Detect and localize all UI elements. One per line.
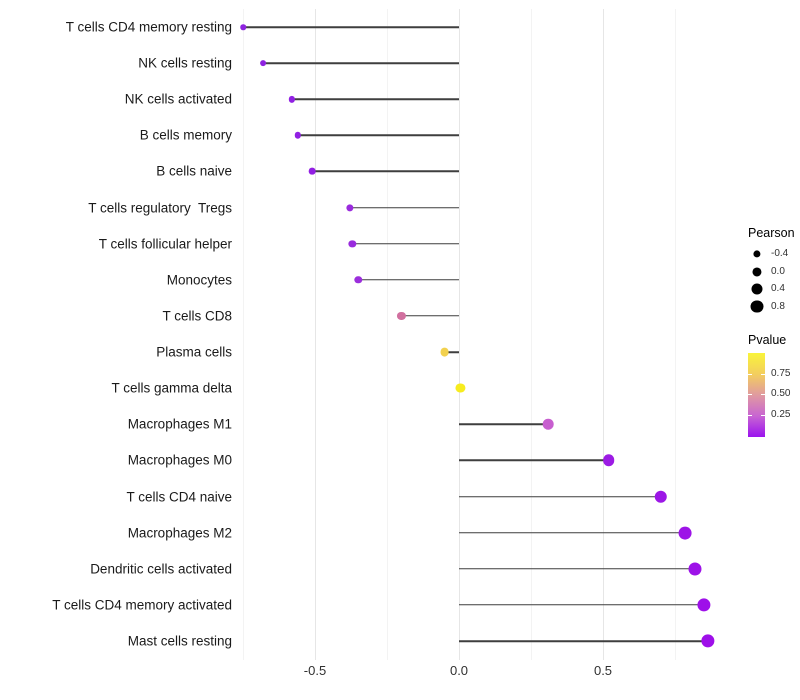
lollipop-stem bbox=[243, 26, 459, 28]
row-label: Macrophages M0 bbox=[127, 452, 232, 468]
data-point bbox=[294, 132, 301, 139]
data-point bbox=[348, 240, 357, 248]
lollipop-stem bbox=[263, 62, 459, 64]
row-label: T cells CD4 memory resting bbox=[65, 19, 232, 35]
size-legend-label: 0.4 bbox=[771, 283, 785, 294]
size-legend-label: 0.8 bbox=[771, 300, 785, 312]
colorbar-tick bbox=[761, 414, 765, 416]
row-label: T cells follicular helper bbox=[98, 235, 232, 251]
pvalue-colorbar bbox=[748, 353, 765, 437]
size-legend-label: -0.4 bbox=[771, 248, 789, 259]
data-point bbox=[542, 419, 554, 430]
colorbar-tick bbox=[748, 373, 752, 375]
lollipop-stem bbox=[352, 242, 459, 245]
row-label: Macrophages M2 bbox=[127, 524, 232, 540]
data-point bbox=[654, 490, 667, 503]
row-label: Macrophages M1 bbox=[127, 416, 232, 432]
data-point bbox=[455, 383, 465, 393]
data-point bbox=[354, 276, 362, 284]
gridline-major bbox=[602, 9, 604, 660]
row-label: T cells CD4 naive bbox=[126, 488, 232, 504]
data-point bbox=[260, 60, 267, 67]
data-point bbox=[678, 526, 692, 540]
data-point bbox=[440, 347, 450, 357]
x-tick-label: 0.5 bbox=[593, 663, 613, 678]
lollipop-stem bbox=[358, 279, 459, 281]
lollipop-stem bbox=[459, 604, 704, 606]
lollipop-stem bbox=[401, 315, 459, 317]
data-point bbox=[688, 562, 702, 576]
row-label: B cells memory bbox=[139, 127, 232, 143]
lollipop-stem bbox=[459, 423, 549, 426]
gridline-major bbox=[314, 9, 316, 660]
colorbar-tick bbox=[761, 394, 765, 395]
row-label: NK cells resting bbox=[138, 55, 232, 71]
lollipop-stem bbox=[459, 459, 609, 462]
row-label: T cells gamma delta bbox=[111, 380, 232, 396]
data-point bbox=[397, 311, 406, 321]
gridline-minor bbox=[530, 9, 532, 660]
gridline-minor bbox=[386, 9, 388, 660]
row-label: Dendritic cells activated bbox=[90, 561, 232, 577]
data-point bbox=[345, 203, 354, 212]
data-point bbox=[240, 24, 246, 30]
lollipop-stem bbox=[291, 98, 459, 100]
lollipop-stem bbox=[349, 206, 459, 209]
size-legend-dot bbox=[751, 283, 763, 295]
size-legend-dot bbox=[753, 250, 761, 258]
colorbar-tick bbox=[748, 414, 752, 416]
data-point bbox=[308, 168, 316, 175]
colorbar-label: 0.25 bbox=[771, 408, 791, 420]
gridline-major bbox=[458, 9, 460, 660]
row-label: T cells CD4 memory activated bbox=[52, 597, 232, 613]
lollipop-stem bbox=[459, 568, 696, 570]
colorbar-tick bbox=[748, 394, 752, 395]
lollipop-stem bbox=[459, 640, 709, 642]
data-point bbox=[701, 634, 715, 648]
colorbar-tick bbox=[761, 373, 765, 375]
row-label: Plasma cells bbox=[156, 344, 232, 360]
lollipop-stem bbox=[459, 531, 686, 534]
row-label: T cells CD8 bbox=[162, 308, 232, 324]
size-legend-dot bbox=[750, 300, 764, 313]
row-label: B cells naive bbox=[156, 163, 232, 179]
colorbar-label: 0.50 bbox=[771, 388, 791, 399]
x-tick-label: -0.5 bbox=[303, 663, 327, 678]
colorbar-label: 0.75 bbox=[771, 367, 791, 379]
lollipop-stem bbox=[459, 495, 661, 498]
data-point bbox=[288, 96, 296, 103]
lollipop-stem bbox=[312, 170, 459, 173]
row-label: NK cells activated bbox=[124, 91, 232, 107]
row-label: Monocytes bbox=[166, 272, 232, 288]
row-label: T cells regulatory Tregs bbox=[88, 199, 232, 215]
x-tick-label: 0.0 bbox=[449, 663, 469, 678]
gridline-minor bbox=[242, 9, 244, 660]
size-legend-dot bbox=[752, 266, 762, 277]
size-legend-title: Pearson bbox=[748, 226, 795, 240]
size-legend-label: 0.0 bbox=[771, 265, 785, 277]
gridline-minor bbox=[674, 9, 676, 660]
lollipop-stem bbox=[297, 134, 459, 137]
lollipop-stem bbox=[444, 351, 459, 353]
row-label: Mast cells resting bbox=[127, 633, 232, 649]
data-point bbox=[697, 598, 711, 612]
data-point bbox=[602, 454, 615, 467]
color-legend-title: Pvalue bbox=[748, 333, 787, 347]
